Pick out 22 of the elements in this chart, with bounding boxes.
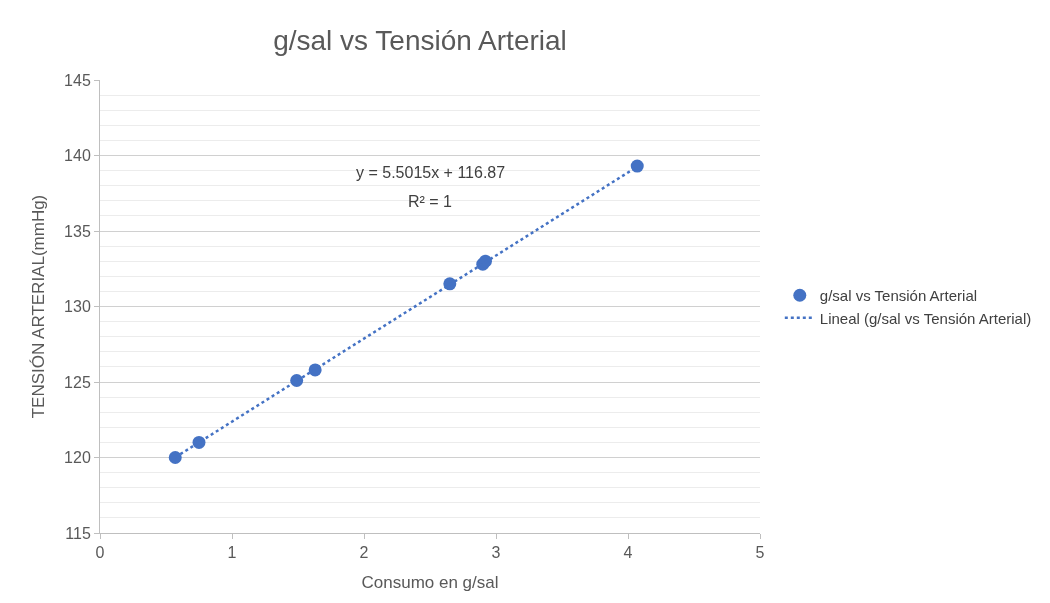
y-tick-label: 115 (65, 524, 91, 542)
y-tick-label: 125 (64, 373, 91, 391)
legend-label: Lineal (g/sal vs Tensión Arterial) (819, 309, 1032, 327)
x-tick-label: 1 (227, 544, 237, 562)
y-tick-label: 145 (64, 71, 91, 89)
y-tick-label: 130 (64, 298, 91, 316)
point (168, 451, 182, 464)
legend-label: g/sal vs Tensión Arterial (819, 287, 978, 305)
x-axis-title: Consumo en g/sal (361, 572, 499, 592)
chart-title: g/sal vs Tensión Arterial (273, 24, 567, 56)
annotation: y = 5.5015x + 116.87 (356, 164, 506, 181)
x-tick-label: 5 (755, 544, 765, 562)
x-tick-label: 2 (359, 544, 369, 562)
x-tick-label: 0 (95, 544, 105, 562)
y-axis-title: TENSIÓN ARTERIAL(mmHg) (28, 194, 48, 419)
annotation: R² = 1 (408, 193, 453, 210)
y-tick-label: 120 (64, 449, 91, 467)
point (630, 159, 644, 173)
y-tick-label: 135 (64, 222, 91, 240)
x-tick-label: 4 (623, 544, 633, 562)
x-tick-label: 3 (491, 544, 501, 562)
y-tick-label: 140 (64, 147, 91, 165)
